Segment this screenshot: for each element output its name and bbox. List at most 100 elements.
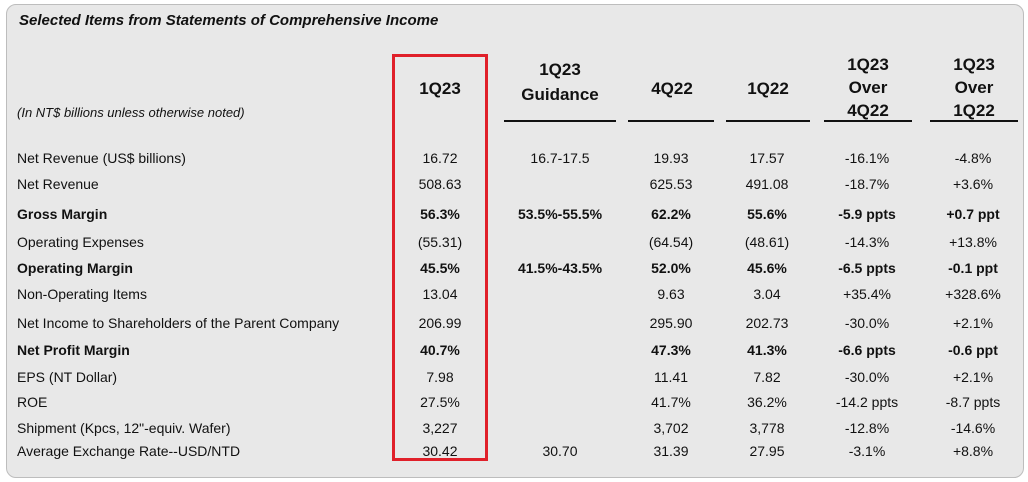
table-cell: 27.5%	[420, 394, 460, 410]
table-cell: -0.1 ppt	[948, 260, 998, 276]
column-header-line: 1Q22	[953, 101, 995, 120]
column-header-over-4q22: 1Q23 Over 4Q22	[822, 53, 914, 122]
table-cell: 40.7%	[420, 342, 460, 358]
table-cell: -4.8%	[954, 150, 992, 166]
table-cell: 52.0%	[651, 260, 691, 276]
table-cell: (55.31)	[417, 234, 463, 250]
table-cell: 30.70	[542, 443, 578, 459]
table-cell: 7.98	[426, 369, 454, 385]
table-cell: 11.41	[654, 369, 688, 385]
row-label: Net Revenue	[17, 176, 99, 192]
table-cell: 491.08	[745, 176, 789, 192]
column-header-1q23: 1Q23	[400, 77, 480, 100]
table-cell: -0.6 ppt	[948, 342, 998, 358]
table-cell: 27.95	[749, 443, 785, 459]
column-header-line: 4Q22	[651, 79, 693, 98]
table-cell: 625.53	[649, 176, 693, 192]
column-header-line: Over	[848, 78, 888, 97]
table-cell: 62.2%	[651, 206, 691, 222]
table-cell: 206.99	[418, 315, 462, 331]
table-cell: -30.0%	[844, 315, 890, 331]
table-cell: 9.63	[657, 286, 685, 302]
table-cell: (64.54)	[648, 234, 694, 250]
table-cell: 55.6%	[747, 206, 787, 222]
column-header-line: Over	[954, 78, 994, 97]
table-cell: -3.1%	[848, 443, 886, 459]
column-header-over-1q22: 1Q23 Over 1Q22	[928, 53, 1020, 122]
table-cell: 31.39	[653, 443, 689, 459]
table-cell: 17.57	[749, 150, 785, 166]
table-cell: 45.6%	[747, 260, 787, 276]
table-cell: 30.42	[422, 443, 458, 459]
row-label: Average Exchange Rate--USD/NTD	[17, 443, 241, 459]
table-cell: 202.73	[745, 315, 789, 331]
table-cell: (48.61)	[744, 234, 790, 250]
row-label: Non-Operating Items	[17, 286, 147, 302]
table-cell: +328.6%	[945, 286, 1001, 302]
table-cell: 47.3%	[651, 342, 691, 358]
row-label: Operating Expenses	[17, 234, 144, 250]
table-cell: 508.63	[418, 176, 462, 192]
table-cell: 7.82	[753, 369, 781, 385]
column-header-line: 1Q23	[539, 60, 581, 79]
table-cell: 3.04	[753, 286, 781, 302]
table-cell: +2.1%	[952, 315, 994, 331]
table-cell: +35.4%	[843, 286, 891, 302]
table-panel	[6, 4, 1024, 478]
highlight-box	[392, 54, 488, 461]
table-cell: -16.1%	[844, 150, 890, 166]
table-title: Selected Items from Statements of Compre…	[19, 12, 439, 29]
table-cell: +3.6%	[952, 176, 994, 192]
table-cell: 19.93	[653, 150, 689, 166]
table-cell: 16.72	[422, 150, 458, 166]
table-cell: 41.7%	[651, 394, 691, 410]
column-header-line: 4Q22	[847, 101, 889, 120]
table-cell: +2.1%	[952, 369, 994, 385]
table-cell: 13.04	[422, 286, 458, 302]
table-cell: -8.7 ppts	[945, 394, 1001, 410]
table-cell: -6.6 ppts	[838, 342, 896, 358]
table-cell: 41.5%-43.5%	[517, 260, 603, 276]
row-label: EPS (NT Dollar)	[17, 369, 118, 385]
table-cell: +8.8%	[952, 443, 994, 459]
row-label: Net Profit Margin	[17, 342, 130, 358]
row-label: Shipment (Kpcs, 12"-equiv. Wafer)	[17, 420, 231, 436]
table-cell: -5.9 ppts	[838, 206, 896, 222]
table-cell: 45.5%	[420, 260, 460, 276]
row-label: Net Income to Shareholders of the Parent…	[17, 315, 340, 331]
table-cell: -14.2 ppts	[835, 394, 899, 410]
table-cell: 53.5%-55.5%	[517, 206, 603, 222]
table-cell: -14.6%	[950, 420, 996, 436]
units-note: (In NT$ billions unless otherwise noted)	[17, 105, 245, 120]
row-label: ROE	[17, 394, 48, 410]
table-cell: -14.3%	[844, 234, 890, 250]
header-underline	[824, 120, 912, 122]
header-underline	[628, 120, 714, 122]
table-cell: -30.0%	[844, 369, 890, 385]
column-header-line: 1Q23	[419, 79, 461, 98]
column-header-guidance: 1Q23 Guidance	[505, 58, 615, 106]
column-header-4q22: 4Q22	[632, 77, 712, 100]
column-header-line: Guidance	[521, 85, 599, 104]
table-cell: 16.7-17.5	[530, 150, 590, 166]
column-header-line: 1Q22	[747, 79, 789, 98]
column-header-line: 1Q23	[847, 55, 889, 74]
header-underline	[504, 120, 616, 122]
table-cell: -6.5 ppts	[838, 260, 896, 276]
header-underline	[930, 120, 1018, 122]
table-cell: -12.8%	[844, 420, 890, 436]
table-cell: 41.3%	[747, 342, 787, 358]
table-cell: 3,227	[422, 420, 458, 436]
row-label: Gross Margin	[17, 206, 108, 222]
table-cell: -18.7%	[844, 176, 890, 192]
row-label: Operating Margin	[17, 260, 133, 276]
header-underline	[726, 120, 810, 122]
table-cell: +0.7 ppt	[946, 206, 1000, 222]
table-cell: +13.8%	[949, 234, 997, 250]
column-header-line: 1Q23	[953, 55, 995, 74]
table-cell: 36.2%	[747, 394, 787, 410]
row-label: Net Revenue (US$ billions)	[17, 150, 186, 166]
table-cell: 295.90	[649, 315, 693, 331]
table-cell: 3,778	[749, 420, 785, 436]
column-header-1q22: 1Q22	[728, 77, 808, 100]
